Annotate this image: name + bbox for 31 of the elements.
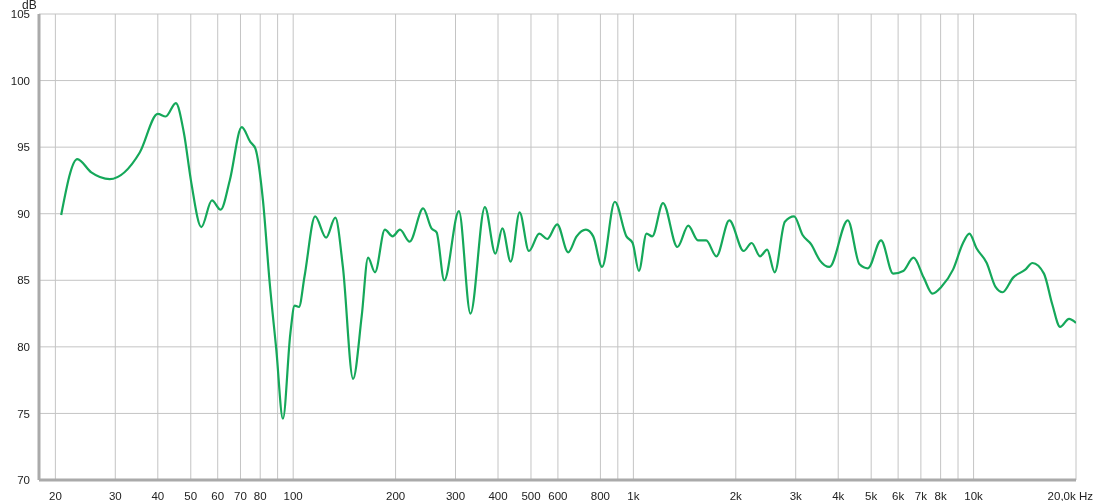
x-tick-label: 80 bbox=[253, 490, 267, 501]
x-tick-label: 70 bbox=[234, 490, 247, 501]
x-tick-label: 8k bbox=[934, 490, 947, 501]
x-tick-label: 100 bbox=[283, 490, 303, 501]
y-tick-label: 95 bbox=[17, 141, 30, 154]
x-tick-label: 6k bbox=[892, 490, 905, 501]
y-tick-label: 100 bbox=[10, 74, 30, 87]
x-tick-label: 300 bbox=[445, 490, 466, 501]
x-tick-label: 50 bbox=[184, 490, 198, 501]
x-tick-label: 30 bbox=[108, 490, 122, 501]
x-tick-label: 40 bbox=[151, 490, 165, 501]
x-tick-label: 400 bbox=[488, 490, 508, 501]
x-tick-label: 20 bbox=[48, 490, 62, 501]
y-tick-label: 70 bbox=[17, 474, 30, 487]
y-tick-label: 80 bbox=[17, 340, 30, 353]
x-tick-label: 2k bbox=[729, 490, 743, 501]
x-tick-label: 4k bbox=[832, 490, 845, 501]
x-tick-label: 10k bbox=[964, 490, 984, 501]
x-tick-label: 500 bbox=[521, 490, 541, 501]
y-tick-label: 90 bbox=[17, 207, 30, 220]
x-tick-label: 7k bbox=[914, 490, 928, 501]
x-tick-label: 60 bbox=[211, 490, 225, 501]
x-tick-label: 3k bbox=[789, 490, 803, 501]
x-tick-label: 20,0k Hz bbox=[1047, 490, 1094, 501]
x-tick-label: 200 bbox=[386, 490, 406, 501]
x-tick-label: 5k bbox=[865, 490, 878, 501]
x-tick-label: 800 bbox=[590, 490, 611, 501]
y-tick-label: 85 bbox=[17, 274, 30, 287]
y-tick-label: 75 bbox=[17, 407, 30, 420]
x-tick-label: 1k bbox=[627, 490, 640, 501]
x-tick-label: 600 bbox=[548, 490, 568, 501]
